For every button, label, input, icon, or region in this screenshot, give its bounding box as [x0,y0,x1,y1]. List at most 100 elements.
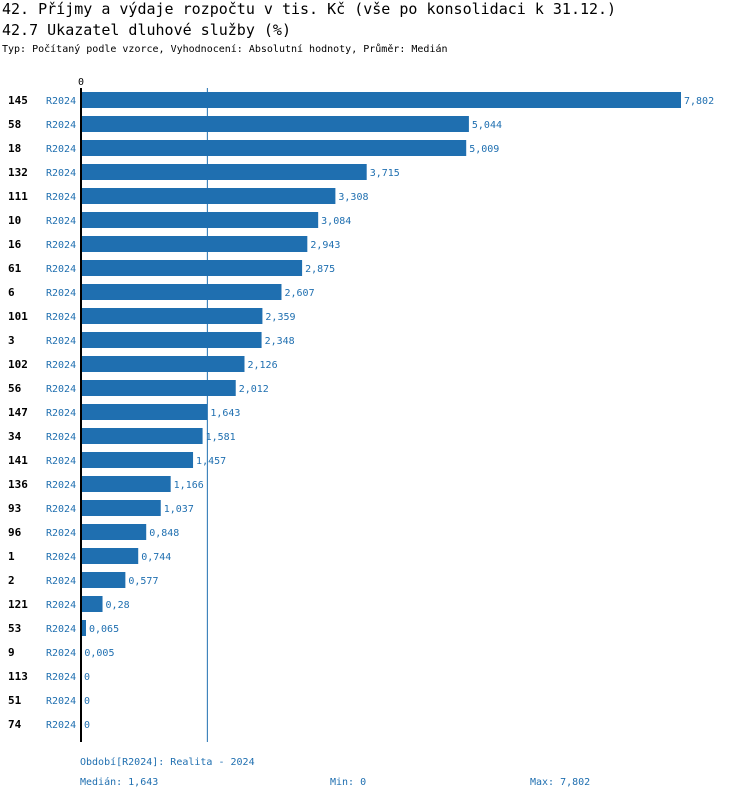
value-label: 2,012 [239,384,269,395]
value-label: 0,065 [89,624,119,635]
category-label: 1 [8,550,15,563]
value-label: 2,359 [265,312,295,323]
category-label: 61 [8,262,22,275]
value-label: 2,943 [310,240,340,251]
period-label: R2024 [46,432,76,443]
category-label: 10 [8,214,21,227]
value-label: 0 [84,672,90,683]
category-label: 111 [8,190,28,203]
page-title: 42. Příjmy a výdaje rozpočtu v tis. Kč (… [2,0,617,18]
category-label: 141 [8,454,28,467]
category-label: 93 [8,502,21,515]
period-label: R2024 [46,216,76,227]
value-label: 0 [84,696,90,707]
period-label: R2024 [46,192,76,203]
bar [81,620,86,636]
value-label: 1,037 [164,504,194,515]
bar [81,380,236,396]
period-label: R2024 [46,120,76,131]
period-label: R2024 [46,480,76,491]
category-label: 3 [8,334,15,347]
category-label: 96 [8,526,22,539]
chart-title: 42.7 Ukazatel dluhové služby (%) [2,21,291,39]
period-label: R2024 [46,312,76,323]
category-label: 102 [8,358,28,371]
value-label: 2,875 [305,264,335,275]
category-label: 101 [8,310,28,323]
bar [81,428,203,444]
bar [81,212,319,228]
footer-period: Období[R2024]: Realita - 2024 [80,757,255,768]
period-label: R2024 [46,720,76,731]
category-label: 132 [8,166,28,179]
value-label: 0,744 [141,552,171,563]
period-label: R2024 [46,552,76,563]
value-label: 7,802 [684,96,714,107]
category-label: 121 [8,598,28,611]
value-label: 3,715 [370,168,400,179]
category-label: 9 [8,646,15,659]
footer-max: Max: 7,802 [530,777,591,788]
period-label: R2024 [46,336,76,347]
bar [81,452,194,468]
period-label: R2024 [46,672,76,683]
value-label: 2,607 [284,288,314,299]
period-label: R2024 [46,576,76,587]
period-label: R2024 [46,600,76,611]
bar [81,116,469,132]
period-label: R2024 [46,144,76,155]
value-label: 0,28 [106,600,130,611]
category-label: 74 [8,718,22,731]
value-label: 0,005 [84,648,114,659]
value-label: 3,084 [321,216,351,227]
category-label: 147 [8,406,28,419]
bar [81,548,139,564]
bar [81,524,147,540]
bar [81,356,245,372]
bar [81,164,367,180]
category-label: 58 [8,118,21,131]
category-label: 16 [8,238,22,251]
value-label: 3,308 [338,192,368,203]
chart-type-info: Typ: Počítaný podle vzorce, Vyhodnocení:… [2,44,448,55]
period-label: R2024 [46,696,76,707]
bar [81,596,103,612]
period-label: R2024 [46,168,76,179]
bar [81,284,282,300]
bar [81,404,208,420]
value-label: 1,166 [174,480,204,491]
bar [81,500,161,516]
category-label: 56 [8,382,22,395]
period-label: R2024 [46,648,76,659]
period-label: R2024 [46,288,76,299]
category-label: 2 [8,574,15,587]
category-label: 34 [8,430,22,443]
value-label: 0,577 [128,576,158,587]
bar [81,140,467,156]
value-label: 5,009 [469,144,499,155]
category-label: 113 [8,670,28,683]
bar [81,572,126,588]
bar [81,188,336,204]
value-label: 2,348 [265,336,295,347]
period-label: R2024 [46,624,76,635]
value-label: 1,643 [210,408,240,419]
bar [81,476,171,492]
period-label: R2024 [46,360,76,371]
bar [81,308,263,324]
value-label: 1,581 [206,432,236,443]
category-label: 51 [8,694,22,707]
bar [81,332,262,348]
bar [81,260,303,276]
value-label: 1,457 [196,456,226,467]
value-label: 0 [84,720,90,731]
period-label: R2024 [46,96,76,107]
bar [81,236,308,252]
axis-zero-label: 0 [78,77,84,88]
bar [81,92,681,108]
period-label: R2024 [46,264,76,275]
category-label: 145 [8,94,28,107]
period-label: R2024 [46,456,76,467]
value-label: 0,848 [149,528,179,539]
